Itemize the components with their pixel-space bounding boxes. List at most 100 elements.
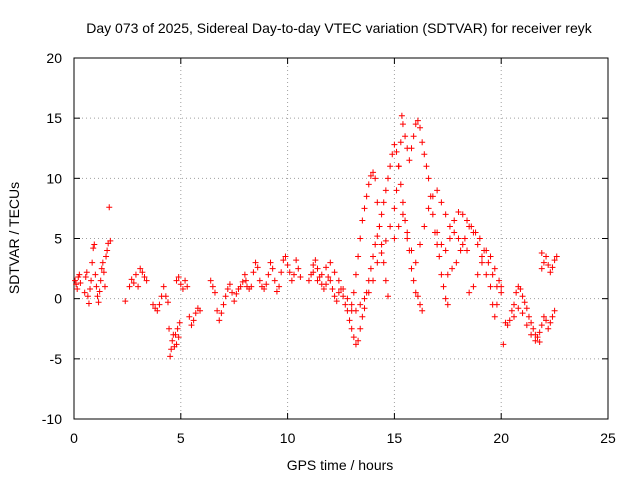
data-point	[434, 187, 441, 194]
data-point	[256, 277, 263, 284]
data-point	[474, 271, 481, 278]
data-point	[532, 337, 539, 344]
data-point	[355, 337, 362, 344]
y-tick-label: 20	[46, 50, 62, 66]
y-tick-label: 5	[54, 231, 62, 247]
data-point	[421, 223, 428, 230]
data-point	[423, 163, 430, 170]
data-point	[466, 223, 473, 230]
data-point	[523, 322, 530, 329]
data-point	[329, 286, 336, 293]
x-tick-label: 15	[387, 430, 403, 446]
data-point	[128, 276, 135, 283]
data-point	[528, 319, 535, 326]
data-point	[239, 278, 246, 285]
data-point	[365, 181, 372, 188]
data-point	[414, 293, 421, 300]
data-point	[393, 148, 400, 155]
data-point	[73, 281, 80, 288]
data-point	[342, 301, 349, 308]
data-point	[538, 249, 545, 256]
x-tick-label: 5	[177, 430, 185, 446]
data-point	[382, 277, 389, 284]
data-point	[367, 172, 374, 179]
data-point	[288, 277, 295, 284]
data-point	[83, 269, 90, 276]
data-point	[154, 307, 161, 314]
data-point	[508, 307, 515, 314]
x-tick-label: 25	[600, 430, 616, 446]
data-point	[391, 141, 398, 148]
data-point	[436, 253, 443, 260]
data-point	[412, 121, 419, 128]
data-point	[95, 299, 102, 306]
data-point	[96, 288, 103, 295]
data-point	[363, 289, 370, 296]
data-point	[94, 293, 101, 300]
data-point	[384, 293, 391, 300]
data-point	[241, 271, 248, 278]
data-point	[280, 257, 287, 264]
data-point	[511, 313, 518, 320]
data-point	[506, 317, 513, 324]
data-points	[72, 112, 560, 360]
data-point	[352, 341, 359, 348]
data-point	[359, 313, 366, 320]
data-point	[419, 139, 426, 146]
data-point	[410, 133, 417, 140]
data-point	[478, 253, 485, 260]
data-point	[421, 151, 428, 158]
data-point	[72, 277, 79, 284]
data-point	[173, 341, 180, 348]
data-point	[372, 241, 379, 248]
data-point	[137, 265, 144, 272]
data-point	[464, 247, 471, 254]
data-point	[519, 293, 526, 300]
data-point	[126, 283, 133, 290]
data-point	[434, 229, 441, 236]
data-point	[250, 269, 257, 276]
data-point	[387, 223, 394, 230]
data-point	[150, 301, 157, 308]
data-point	[457, 247, 464, 254]
data-point	[429, 211, 436, 218]
data-point	[276, 283, 283, 290]
data-point	[483, 271, 490, 278]
data-point	[442, 247, 449, 254]
data-point	[442, 211, 449, 218]
data-point	[222, 293, 229, 300]
data-point	[399, 121, 406, 128]
data-point	[376, 223, 383, 230]
data-point	[487, 283, 494, 290]
data-point	[399, 211, 406, 218]
data-point	[314, 277, 321, 284]
data-point	[156, 301, 163, 308]
data-point	[402, 217, 409, 224]
data-point	[174, 325, 181, 332]
data-point	[500, 341, 507, 348]
data-point	[523, 305, 530, 312]
data-point	[169, 337, 176, 344]
data-point	[177, 281, 184, 288]
data-point	[489, 271, 496, 278]
data-point	[104, 247, 111, 254]
data-point	[172, 331, 179, 338]
data-point	[404, 235, 411, 242]
data-point	[534, 334, 541, 341]
data-point	[404, 229, 411, 236]
data-point	[92, 271, 99, 278]
data-point	[81, 289, 88, 296]
y-tick-label: -10	[42, 411, 62, 427]
data-point	[242, 277, 249, 284]
data-point	[229, 289, 236, 296]
data-point	[406, 157, 413, 164]
data-point	[487, 253, 494, 260]
data-point	[352, 271, 359, 278]
data-point	[466, 289, 473, 296]
data-point	[350, 289, 357, 296]
data-point	[470, 283, 477, 290]
data-point	[340, 293, 347, 300]
data-point	[348, 325, 355, 332]
data-point	[410, 277, 417, 284]
